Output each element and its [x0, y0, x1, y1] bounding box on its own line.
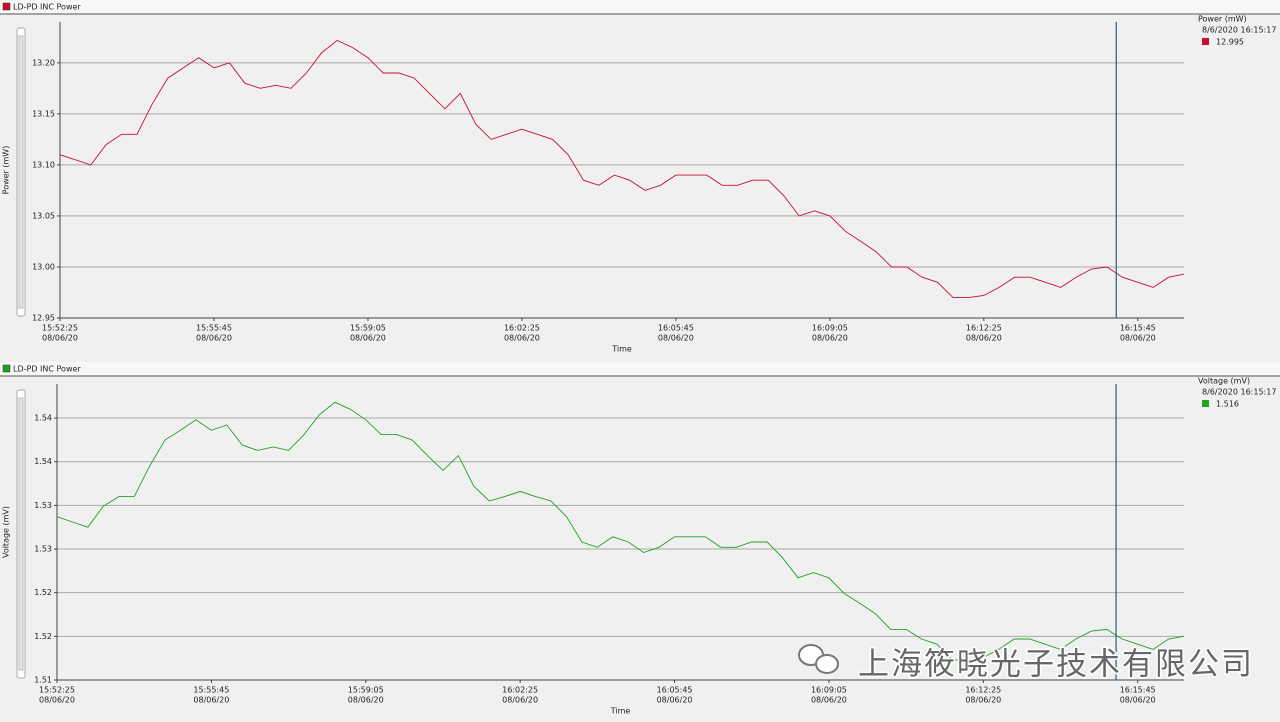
- y-tick-label: 1.54: [34, 414, 52, 423]
- y-tick-label: 12.95: [32, 314, 55, 323]
- cursor-value: 12.995: [1216, 38, 1244, 47]
- x-tick-date: 08/06/20: [657, 696, 693, 705]
- x-tick-date: 08/06/20: [193, 696, 229, 705]
- x-tick-date: 08/06/20: [502, 696, 538, 705]
- x-tick-date: 08/06/20: [350, 334, 386, 343]
- y-tick-label: 1.53: [34, 545, 52, 554]
- x-axis-label: Time: [610, 707, 631, 716]
- x-axis-label: Time: [611, 345, 632, 354]
- x-tick-label: 16:05:45: [657, 686, 693, 695]
- y-axis-label: Power (mW): [2, 146, 11, 195]
- x-tick-date: 08/06/20: [1120, 696, 1156, 705]
- legend-title: Power (mW): [1198, 15, 1247, 24]
- x-tick-label: 15:59:05: [348, 686, 384, 695]
- x-tick-date: 08/06/20: [42, 334, 78, 343]
- x-tick-date: 08/06/20: [1120, 334, 1156, 343]
- x-tick-label: 16:15:45: [1120, 324, 1156, 333]
- x-tick-label: 16:12:25: [966, 324, 1002, 333]
- x-tick-label: 15:55:45: [196, 324, 232, 333]
- y-tick-label: 1.52: [34, 632, 52, 641]
- scrollbar-thumb: [18, 397, 24, 671]
- x-tick-label: 16:02:25: [502, 686, 538, 695]
- cursor-time: 8/6/2020 16:15:17: [1202, 388, 1276, 397]
- header-swatch: [2, 364, 11, 373]
- legend-title: Voltage (mV): [1198, 377, 1250, 386]
- x-tick-date: 08/06/20: [811, 696, 847, 705]
- y-tick-label: 1.52: [34, 588, 52, 597]
- x-tick-label: 16:12:25: [965, 686, 1001, 695]
- y-axis-label: Voltage (mV): [2, 506, 11, 558]
- x-tick-date: 08/06/20: [812, 334, 848, 343]
- y-tick-label: 13.05: [32, 211, 55, 220]
- y-tick-label: 1.54: [34, 457, 52, 466]
- x-tick-date: 08/06/20: [658, 334, 694, 343]
- y-tick-label: 13.10: [32, 160, 55, 169]
- y-tick-label: 1.53: [34, 501, 52, 510]
- y-tick-label: 13.20: [32, 58, 55, 67]
- panel-title: LD-PD INC Power: [13, 3, 81, 12]
- legend-swatch: [1202, 38, 1209, 45]
- scrollbar-thumb: [18, 35, 24, 309]
- x-tick-label: 16:09:05: [811, 686, 847, 695]
- header-swatch: [2, 2, 11, 11]
- series-line: [56, 401, 1185, 661]
- series-line: [59, 39, 1185, 299]
- x-tick-label: 15:52:25: [39, 686, 75, 695]
- watermark-icon: [798, 644, 839, 674]
- cursor-time: 8/6/2020 16:15:17: [1202, 26, 1276, 35]
- x-tick-label: 16:09:05: [812, 324, 848, 333]
- x-tick-label: 15:52:25: [42, 324, 78, 333]
- x-tick-label: 15:55:45: [193, 686, 229, 695]
- x-tick-date: 08/06/20: [39, 696, 75, 705]
- legend-swatch: [1202, 400, 1209, 407]
- x-tick-date: 08/06/20: [965, 696, 1001, 705]
- x-tick-label: 16:15:45: [1120, 686, 1156, 695]
- chart-panel: LD-PD INC Power 12.95 13.00 13.05 13.10 13.15…: [0, 0, 1280, 354]
- watermark: 上海筱晓光子技术有限公司: [858, 647, 1254, 683]
- x-tick-date: 08/06/20: [504, 334, 540, 343]
- y-tick-label: 13.00: [32, 262, 55, 271]
- panel-title: LD-PD INC Power: [13, 365, 81, 374]
- panel-header: [0, 362, 1280, 376]
- x-tick-label: 16:02:25: [504, 324, 540, 333]
- x-tick-date: 08/06/20: [348, 696, 384, 705]
- panel-header: [0, 0, 1280, 14]
- y-tick-label: 13.15: [32, 109, 55, 118]
- x-tick-date: 08/06/20: [966, 334, 1002, 343]
- y-tick-label: 1.51: [34, 676, 52, 685]
- cursor-value: 1.516: [1216, 400, 1239, 409]
- x-tick-label: 15:59:05: [350, 324, 386, 333]
- x-tick-label: 16:05:45: [658, 324, 694, 333]
- chart-panel: LD-PD INC Power 1.51 1.52 1.52 1.53 1.53 1.54 1…: [0, 362, 1280, 716]
- x-tick-date: 08/06/20: [196, 334, 232, 343]
